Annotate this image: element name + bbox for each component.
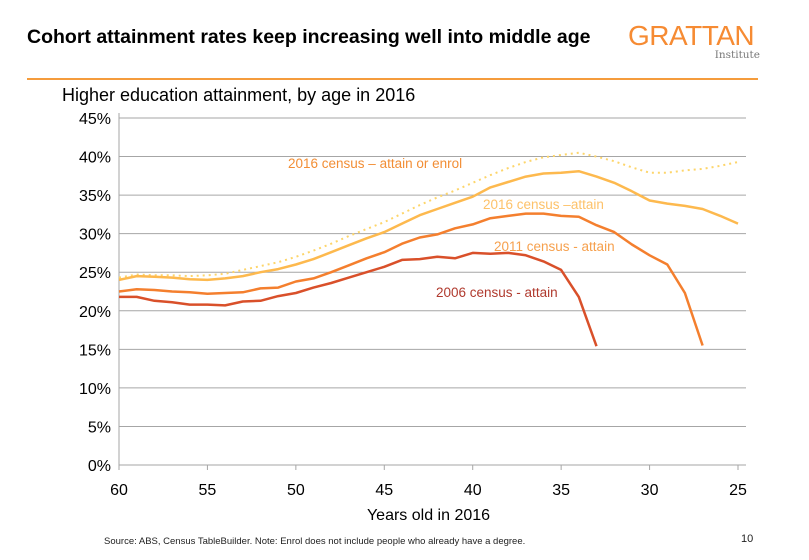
series-label: 2006 census - attain xyxy=(436,285,558,300)
title-divider xyxy=(27,78,758,80)
x-tick-label: 55 xyxy=(199,482,217,499)
grattan-logo: GRATTAN Institute xyxy=(628,20,760,62)
series-line xyxy=(118,151,739,279)
series-line xyxy=(118,169,739,282)
series-line xyxy=(119,251,598,347)
y-tick-label: 45% xyxy=(79,111,111,128)
y-tick-label: 40% xyxy=(79,150,111,167)
slide-title: Cohort attainment rates keep increasing … xyxy=(27,26,591,48)
y-tick-label: 30% xyxy=(79,227,111,244)
x-axis-title: Years old in 2016 xyxy=(367,507,490,524)
series-label: 2011 census - attain xyxy=(494,239,615,254)
x-tick-label: 30 xyxy=(641,482,659,499)
x-tick-label: 35 xyxy=(552,482,570,499)
y-tick-label: 20% xyxy=(79,304,111,321)
series-line xyxy=(118,212,704,346)
y-tick-label: 5% xyxy=(88,419,111,436)
source-note: Source: ABS, Census TableBuilder. Note: … xyxy=(104,536,526,547)
y-tick-label: 25% xyxy=(79,265,111,282)
x-tick-label: 40 xyxy=(464,482,482,499)
x-tick-label: 50 xyxy=(287,482,305,499)
y-tick-label: 0% xyxy=(88,458,111,475)
page-number: 10 xyxy=(741,533,754,545)
y-tick-label: 15% xyxy=(79,342,111,359)
chart-subtitle: Higher education attainment, by age in 2… xyxy=(62,85,416,105)
x-tick-label: 45 xyxy=(375,482,393,499)
y-tick-label: 10% xyxy=(79,381,111,398)
series-label: 2016 census –attain xyxy=(483,197,604,212)
logo-sub-text: Institute xyxy=(714,49,760,61)
series-label: 2016 census – attain or enrol xyxy=(288,156,462,171)
y-tick-label: 35% xyxy=(79,188,111,205)
x-tick-label: 60 xyxy=(110,482,128,499)
logo-main-text: GRATTAN xyxy=(628,20,755,51)
x-tick-label: 25 xyxy=(729,482,747,499)
